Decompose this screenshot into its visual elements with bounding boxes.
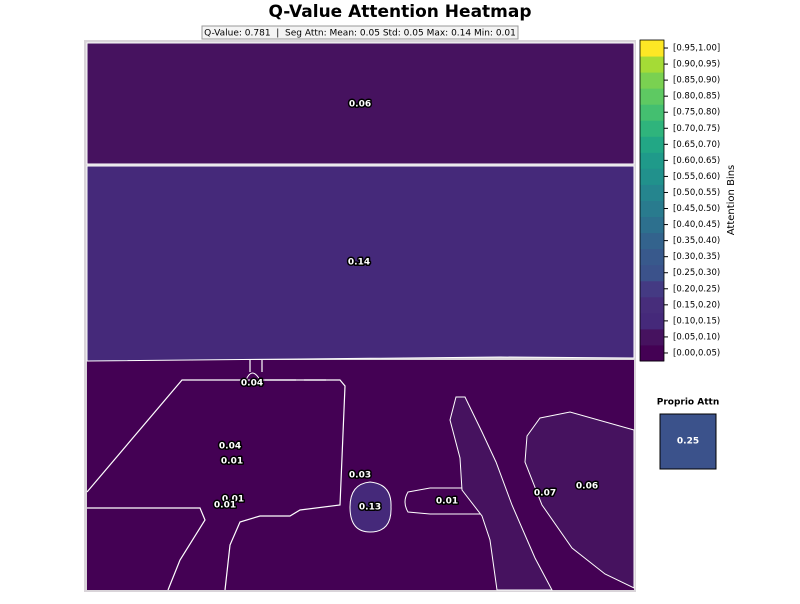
colorbar-bin xyxy=(640,168,664,185)
colorbar-tick-label: [0.10,0.15) xyxy=(673,316,720,326)
segment xyxy=(524,411,635,589)
colorbar-tick-label: [0.35,0.40) xyxy=(673,236,720,246)
heatmap-image xyxy=(86,42,635,591)
colorbar-bin xyxy=(640,120,664,137)
segment-label: 0.04 xyxy=(219,442,241,452)
segment-outline xyxy=(249,360,263,372)
colorbar-tick-label: [0.45,0.50) xyxy=(673,204,720,214)
colorbar-tick-label: [0.80,0.85) xyxy=(673,92,720,102)
colorbar-bin xyxy=(640,136,664,153)
colorbar-tick-label: [0.55,0.60) xyxy=(673,172,720,182)
colorbar-label: Attention Bins xyxy=(726,165,737,236)
colorbar-frame xyxy=(639,39,665,362)
colorbar-bin xyxy=(640,200,664,218)
colorbar-tick-label: [0.00,0.05) xyxy=(673,348,720,358)
colorbar-bin xyxy=(640,72,664,89)
colorbar-bin xyxy=(640,184,664,201)
colorbar-tick-label: [0.70,0.75) xyxy=(673,124,720,134)
segment xyxy=(449,396,553,591)
colorbar-bin xyxy=(640,280,664,298)
subtitle: Q-Value: 0.781 | Seg Attn: Mean: 0.05 St… xyxy=(204,29,516,39)
colorbar-tick-label: [0.25,0.30) xyxy=(673,268,720,278)
colorbar-tick-label: [0.05,0.10) xyxy=(673,332,720,342)
colorbar-tick-label: [0.65,0.70) xyxy=(673,140,720,150)
colorbar-bin xyxy=(640,312,664,330)
colorbar-bin xyxy=(640,104,664,121)
colorbar-tick-label: [0.60,0.65) xyxy=(673,156,720,166)
colorbar-tick-label: [0.20,0.25) xyxy=(673,284,720,294)
segment-label: 0.04 xyxy=(241,379,263,389)
colorbar-tick-label: [0.30,0.35) xyxy=(673,252,720,262)
colorbar-bin xyxy=(640,88,664,105)
colorbar-bin xyxy=(640,248,664,266)
colorbar-tick-label: [0.85,0.90) xyxy=(673,76,720,86)
proprio-cell xyxy=(659,413,717,470)
colorbar-bin xyxy=(640,152,664,169)
segment-label: 0.14 xyxy=(348,258,370,268)
colorbar-bin xyxy=(640,232,664,250)
segment-label: 0.06 xyxy=(576,482,598,492)
segment xyxy=(349,481,392,533)
colorbar-tick-label: [0.50,0.55) xyxy=(673,188,720,198)
segment xyxy=(86,165,635,362)
chart-title: Q-Value Attention Heatmap xyxy=(268,2,531,22)
colorbar-bin xyxy=(640,40,664,57)
segment xyxy=(86,42,635,165)
segment-label: 0.13 xyxy=(359,503,381,513)
segment-label: 0.01 xyxy=(221,457,243,467)
colorbar-tick-label: [0.15,0.20) xyxy=(673,300,720,310)
segment-label: 0.01 xyxy=(436,497,458,507)
colorbar-bin xyxy=(640,216,664,234)
colorbar-bin xyxy=(640,344,664,362)
colorbar-tick-label: [0.95,1.00] xyxy=(673,44,720,54)
segment-label: 0.01 xyxy=(214,501,236,511)
segment-outline xyxy=(87,507,206,591)
colorbar-bin xyxy=(640,56,664,73)
colorbar-bin xyxy=(640,264,664,282)
colorbar-tick-label: [0.75,0.80) xyxy=(673,108,720,118)
colorbar-bin xyxy=(640,328,664,346)
proprio-value: 0.25 xyxy=(677,437,699,447)
segment-label: 0.03 xyxy=(349,471,371,481)
segment-label: 0.07 xyxy=(534,489,556,499)
colorbar-tick-label: [0.90,0.95) xyxy=(673,60,720,70)
proprio-title: Proprio Attn xyxy=(657,398,719,408)
segment xyxy=(245,372,261,381)
colorbar-tick-label: [0.40,0.45) xyxy=(673,220,720,230)
subtitle-box xyxy=(201,25,519,40)
colorbar-bin xyxy=(640,296,664,314)
segment-label: 0.01 xyxy=(222,495,244,505)
segment-label: 0.06 xyxy=(349,100,371,110)
